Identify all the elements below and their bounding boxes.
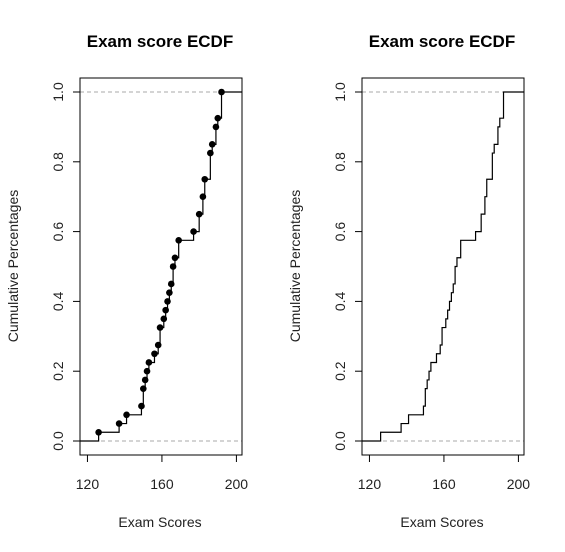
left-ecdf-point-10 [156,324,164,331]
right-y-tick-label-3: 0.6 [332,222,348,242]
left-y-tick-label-3: 0.6 [50,222,66,242]
right-chart-title: Exam score ECDF [369,32,515,51]
right-x-tick-label-2: 200 [507,476,531,492]
left-ecdf-point-14 [166,289,173,296]
right-y-tick-label-4: 0.8 [332,152,348,172]
left-y-tick-label-5: 1.0 [50,82,66,102]
right-panel: Exam score ECDF Exam Scores Cumulative P… [287,32,530,530]
right-x-tick-label-0: 120 [358,476,382,492]
left-ecdf-point-22 [201,175,209,183]
left-ecdf-point-5 [141,376,149,384]
left-ecdf-point-23 [207,149,214,157]
left-x-tick-label-0: 120 [76,476,100,492]
left-ecdf-point-11 [160,315,168,323]
left-plot-area: 120 160 200 0.0 0.2 0.4 0.6 0.8 1.0 [50,77,249,492]
left-ecdf-point-6 [143,367,151,375]
right-y-axis-label: Cumulative Percentages [287,190,303,343]
left-y-tick-label-4: 0.8 [50,152,66,172]
left-ecdf-point-8 [151,350,158,358]
left-ecdf-point-3 [138,402,145,410]
right-y-tick-label-0: 0.0 [332,431,348,451]
left-ecdf-point-20 [195,210,203,218]
left-x-axis-label: Exam Scores [118,514,201,530]
left-ecdf-point-13 [164,298,171,305]
left-y-axis-label: Cumulative Percentages [5,190,21,343]
left-y-tick-label-1: 0.2 [50,361,66,381]
right-y-tick-label-2: 0.4 [332,291,348,311]
left-ecdf-point-2 [123,411,130,419]
left-y-tick-label-0: 0.0 [50,431,66,451]
left-ecdf-point-17 [171,254,179,262]
left-y-tick-label-2: 0.4 [50,291,66,311]
left-ecdf-point-4 [140,385,147,392]
right-x-axis-label: Exam Scores [400,514,483,530]
left-ecdf-point-18 [175,237,182,244]
right-plot-area: 120 160 200 0.0 0.2 0.4 0.6 0.8 1.0 [332,77,531,492]
left-ecdf-point-25 [212,123,220,131]
left-x-tick-label-1: 160 [150,476,174,492]
left-plot-frame [79,77,243,456]
left-ecdf-point-9 [154,341,162,349]
left-ecdf-point-7 [145,359,153,366]
left-ecdf-point-16 [169,263,177,270]
left-ecdf-point-15 [167,280,175,288]
right-y-tick-label-5: 1.0 [332,82,348,102]
left-ecdf-point-27 [218,88,225,96]
left-ecdf-point-21 [199,193,207,200]
left-ecdf-point-19 [190,228,197,235]
left-chart-title: Exam score ECDF [87,32,233,51]
left-ecdf-point-24 [208,141,216,148]
left-x-tick-label-2: 200 [225,476,249,492]
left-ecdf-point-1 [115,420,123,427]
right-x-tick-label-1: 160 [432,476,456,492]
left-ecdf-point-12 [162,306,169,314]
right-plot-frame [361,77,525,456]
left-ecdf-point-26 [214,114,222,122]
right-y-tick-label-1: 0.2 [332,361,348,381]
left-panel: Exam score ECDF Exam Scores Cumulative P… [5,32,248,530]
right-ecdf-step-line [362,91,524,442]
left-ecdf-point-0 [95,428,102,436]
